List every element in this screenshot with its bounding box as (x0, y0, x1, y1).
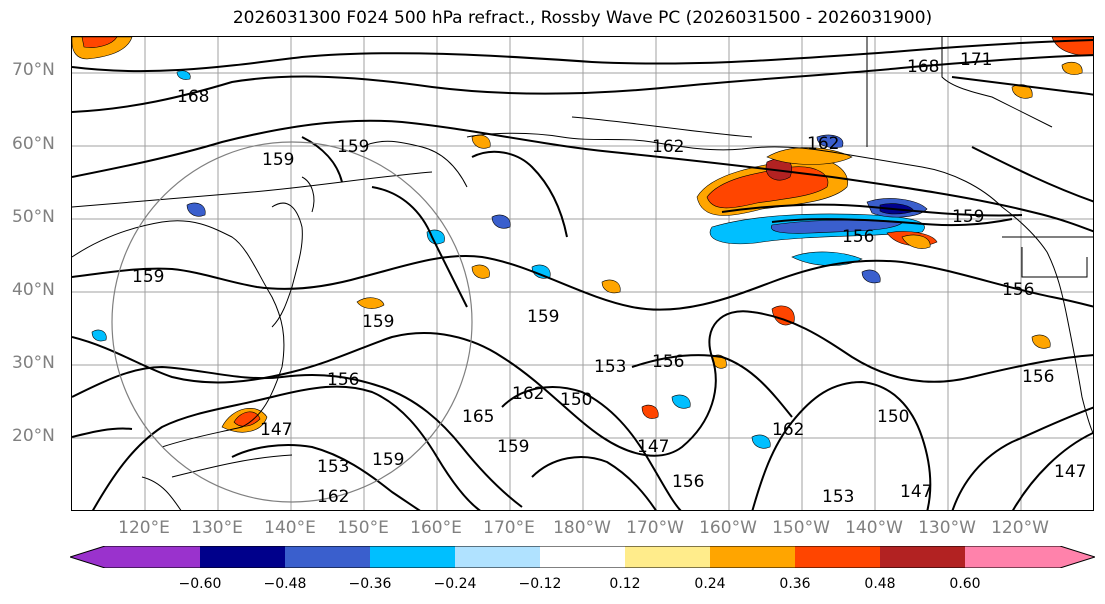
colorbar (70, 546, 1095, 568)
lon-label: 140°E (264, 518, 316, 538)
rossby-wave-circle (111, 141, 473, 503)
colorbar-tick: −0.12 (518, 576, 562, 592)
contour-lines (72, 39, 1093, 510)
colorbar-tick: −0.60 (178, 576, 222, 592)
contour-label: 162 (652, 137, 684, 157)
lat-label-20n: 20°N (12, 426, 55, 446)
contour-label: 162 (512, 384, 544, 404)
contour-label: 147 (260, 420, 292, 440)
lon-label: 160°E (410, 518, 462, 538)
colorbar-tick: −0.24 (433, 576, 477, 592)
lon-label: 140°W (845, 518, 903, 538)
graticule (72, 37, 1093, 510)
contour-label: 168 (177, 87, 209, 107)
colorbar-segment (70, 546, 200, 568)
contour-label: 159 (952, 207, 984, 227)
colorbar-tick: 0.48 (864, 576, 896, 592)
lon-label: 130°W (918, 518, 976, 538)
colorbar-tick: −0.48 (263, 576, 307, 592)
colorbar-segment (285, 546, 370, 568)
colorbar-tick: 0.12 (609, 576, 641, 592)
contour-label: 159 (362, 312, 394, 332)
contour-label-group: 168 171 168 159 159 162 162 159 156 159 … (132, 50, 1086, 507)
colorbar-segment (455, 546, 540, 568)
colorbar-segment (625, 546, 710, 568)
contour-label: 153 (594, 357, 626, 377)
lon-label: 170°W (626, 518, 684, 538)
lon-label: 160°W (699, 518, 757, 538)
lon-label: 150°W (772, 518, 830, 538)
contour-label: 156 (652, 352, 684, 372)
colorbar-segment (540, 546, 625, 568)
contour-label: 153 (822, 487, 854, 507)
coastlines (72, 37, 1093, 510)
map-title: 2026031300 F024 500 hPa refract., Rossby… (232, 8, 933, 28)
contour-label: 171 (960, 50, 992, 70)
contour-label: 159 (132, 267, 164, 287)
contour-label: 156 (842, 227, 874, 247)
contour-label: 150 (560, 390, 592, 410)
contour-label: 156 (672, 472, 704, 492)
colorbar-segment (795, 546, 880, 568)
contour-label: 162 (807, 134, 839, 154)
colorbar-tick: 0.36 (779, 576, 811, 592)
contour-label: 156 (1022, 367, 1054, 387)
lat-label-50n: 50°N (12, 207, 55, 227)
lat-label-30n: 30°N (12, 353, 55, 373)
contour-label: 159 (527, 307, 559, 327)
colorbar-segment (965, 546, 1095, 568)
lon-label: 130°E (191, 518, 243, 538)
contour-label: 165 (462, 407, 494, 427)
contour-label: 147 (900, 482, 932, 502)
contour-label: 153 (317, 457, 349, 477)
thin-contours (72, 116, 753, 478)
colorbar-tick: 0.24 (694, 576, 726, 592)
lat-label-60n: 60°N (12, 134, 55, 154)
contour-label: 150 (877, 407, 909, 427)
lon-label: 120°W (991, 518, 1049, 538)
colorbar-segment (200, 546, 285, 568)
lat-label-70n: 70°N (12, 60, 55, 80)
colorbar-segment (370, 546, 455, 568)
contour-label: 159 (497, 437, 529, 457)
colorbar-segment (710, 546, 795, 568)
colorbar-tick: −0.36 (348, 576, 392, 592)
lat-label-40n: 40°N (12, 280, 55, 300)
contour-label: 162 (772, 420, 804, 440)
contour-label: 168 (907, 57, 939, 77)
colorbar-tick: 0.60 (949, 576, 981, 592)
lon-label: 120°E (118, 518, 170, 538)
contour-label: 156 (1002, 280, 1034, 300)
map-panel: 168 171 168 159 159 162 162 159 156 159 … (71, 36, 1094, 511)
contour-label: 159 (372, 450, 404, 470)
lon-label: 170°E (483, 518, 535, 538)
contour-label: 159 (262, 150, 294, 170)
contour-label: 159 (337, 137, 369, 157)
anomaly-shading (72, 37, 1093, 449)
contour-label: 162 (317, 487, 349, 507)
contour-label: 147 (637, 437, 669, 457)
contour-label: 156 (327, 370, 359, 390)
lon-label: 150°E (337, 518, 389, 538)
contour-label: 147 (1054, 462, 1086, 482)
map-svg: 168 171 168 159 159 162 162 159 156 159 … (72, 37, 1093, 510)
lon-label: 180°W (553, 518, 611, 538)
colorbar-segment (880, 546, 965, 568)
